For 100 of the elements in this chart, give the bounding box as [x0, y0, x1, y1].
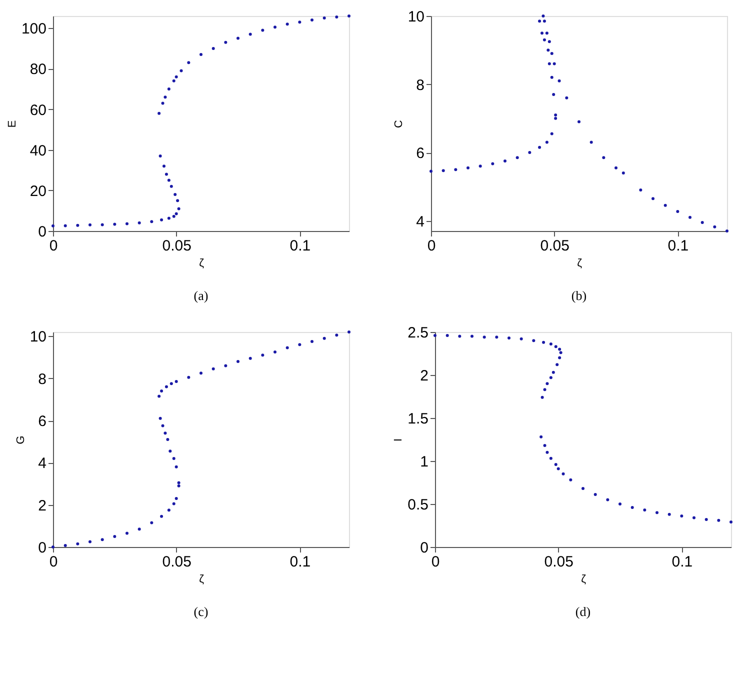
point — [158, 394, 161, 398]
point — [187, 376, 190, 379]
point — [556, 363, 559, 366]
point — [680, 514, 684, 518]
point — [236, 36, 240, 40]
point — [542, 14, 545, 18]
x-tick-label: 0.05 — [540, 238, 570, 254]
point — [286, 22, 289, 26]
point — [692, 516, 696, 520]
point — [676, 210, 680, 214]
x-tick-label: 0 — [431, 554, 440, 570]
y-tick-label: 60 — [30, 102, 46, 119]
point — [180, 69, 183, 72]
x-tick-label: 0.05 — [544, 554, 574, 570]
x-tick-label: 0 — [49, 238, 58, 254]
point — [162, 164, 166, 168]
x-axis-title: ζ — [199, 574, 204, 586]
y-tick-label: 100 — [21, 20, 46, 38]
point — [562, 472, 565, 476]
point — [700, 220, 704, 224]
point — [504, 160, 506, 163]
point — [554, 462, 558, 466]
point — [704, 518, 708, 521]
point — [322, 16, 326, 20]
point — [614, 166, 618, 170]
point — [274, 26, 276, 29]
text: (a) — [194, 288, 208, 303]
point — [466, 166, 470, 170]
point — [164, 432, 167, 435]
y-tick-label: 0.5 — [408, 496, 428, 514]
point — [161, 102, 164, 105]
point — [322, 336, 326, 340]
point — [138, 221, 141, 224]
point — [508, 336, 510, 340]
point — [310, 18, 314, 22]
point — [126, 532, 128, 535]
point — [543, 444, 546, 448]
point — [554, 345, 558, 348]
x-tick-label: 0.1 — [290, 238, 311, 254]
x-axis-title: ζ — [199, 258, 204, 270]
y-tick-label: 40 — [30, 142, 46, 160]
point — [545, 32, 548, 35]
point — [113, 222, 116, 226]
point — [594, 493, 597, 496]
point — [606, 498, 610, 502]
point — [578, 120, 580, 124]
y-tick-label: 0 — [38, 540, 46, 556]
point — [532, 339, 536, 342]
y-tick-label: 8 — [38, 370, 46, 388]
point — [630, 506, 634, 509]
point — [668, 512, 671, 516]
y-tick-label: 6 — [38, 413, 46, 430]
point — [542, 20, 546, 23]
text: (d) — [575, 604, 591, 619]
point — [100, 223, 104, 226]
point — [160, 514, 164, 518]
point — [172, 79, 176, 82]
point — [442, 169, 445, 172]
text: (c) — [194, 604, 208, 619]
point — [556, 467, 560, 470]
point — [656, 511, 658, 514]
point — [550, 52, 554, 56]
y-axis-title: G — [14, 436, 27, 444]
y-tick-label: 6 — [416, 145, 424, 162]
point — [540, 396, 544, 399]
point — [164, 172, 168, 176]
point — [713, 225, 716, 228]
point — [170, 184, 173, 188]
y-tick-label: 80 — [30, 61, 46, 78]
point — [549, 342, 552, 346]
y-tick-label: 2 — [420, 368, 428, 384]
point — [187, 61, 190, 64]
point — [335, 16, 338, 19]
x-tick-label: 0.05 — [162, 554, 192, 570]
point — [261, 354, 264, 357]
point — [248, 32, 252, 36]
x-tick-label: 0 — [49, 554, 58, 570]
point — [516, 156, 519, 160]
point — [348, 14, 350, 18]
y-axis-title: E — [6, 120, 18, 128]
point — [172, 456, 176, 460]
x-tick-label: 0.1 — [672, 554, 693, 570]
point — [100, 538, 104, 542]
point — [552, 370, 555, 374]
point — [348, 330, 350, 334]
point — [430, 170, 432, 173]
y-tick-label: 1.5 — [408, 410, 428, 428]
point — [582, 487, 584, 490]
point — [590, 140, 593, 144]
point — [274, 350, 276, 354]
point — [167, 88, 170, 91]
point — [170, 382, 173, 386]
point — [248, 356, 252, 360]
point — [310, 340, 314, 343]
point — [64, 224, 67, 228]
point — [549, 456, 552, 460]
point — [434, 334, 436, 337]
point — [554, 113, 558, 116]
point — [212, 367, 215, 370]
y-tick-label: 8 — [416, 76, 424, 94]
